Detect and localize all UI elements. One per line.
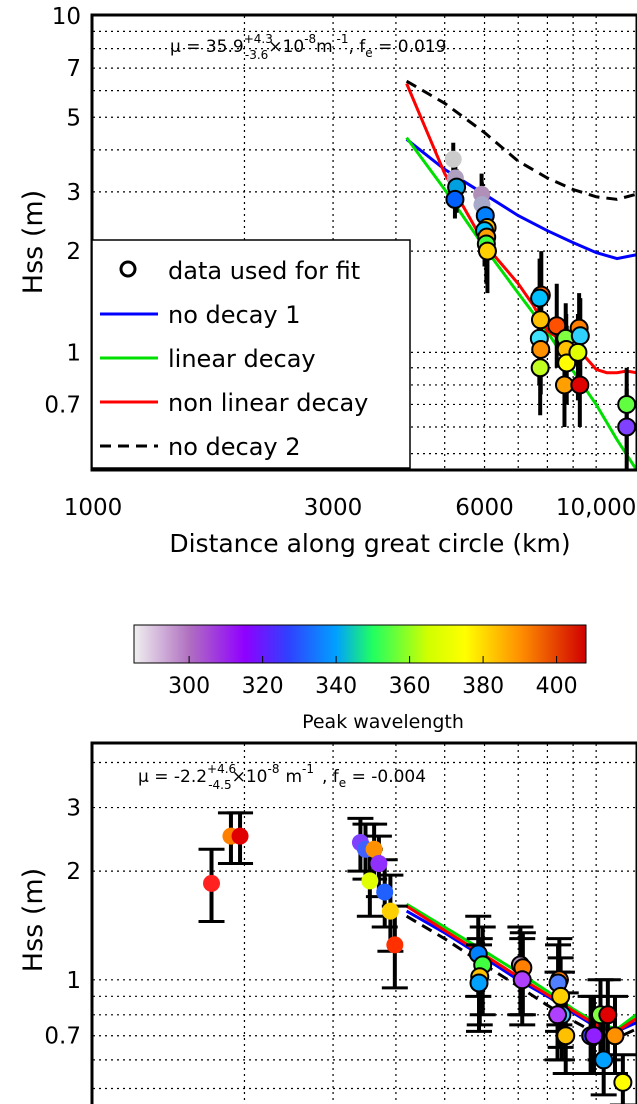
data-point xyxy=(569,344,586,361)
y-tick-label: 5 xyxy=(66,105,81,131)
data-point xyxy=(557,1027,574,1044)
y-tick-label: 10 xyxy=(52,4,81,30)
legend-entry: no decay 2 xyxy=(168,433,301,461)
y-tick-label: 0.7 xyxy=(44,1024,81,1050)
top-panel: 0.7 1 2 3 5 7 10 1000 3000 6000 10,000 μ = 35.9+4… xyxy=(18,4,637,558)
colorbar-title: Peak wavelength xyxy=(302,711,464,733)
data-point xyxy=(614,1074,631,1091)
data-point xyxy=(585,1027,602,1044)
x-tick-label: 1000 xyxy=(64,495,123,521)
top-y-axis-label: Hss (m) xyxy=(18,190,49,294)
legend-entry: linear decay xyxy=(168,345,316,373)
y-tick-label: 2 xyxy=(66,239,81,265)
data-point xyxy=(532,311,549,328)
colorbar-tick-label: 320 xyxy=(242,674,284,699)
y-tick-label: 7 xyxy=(66,56,81,82)
top-x-axis-label: Distance along great circle (km) xyxy=(169,529,570,558)
bottom-y-axis-label: Hss (m) xyxy=(18,868,49,972)
legend: data used for fit no decay 1 linear decay n… xyxy=(92,240,410,468)
colorbar-tick-label: 300 xyxy=(168,674,210,699)
top-x-tick-labels: 1000 3000 6000 10,000 xyxy=(64,495,637,521)
x-tick-label: 10,000 xyxy=(556,495,636,521)
data-point xyxy=(531,290,548,307)
data-point xyxy=(514,971,531,988)
y-tick-label: 1 xyxy=(66,968,81,994)
legend-entry: data used for fit xyxy=(168,257,360,285)
legend-entry: no decay 1 xyxy=(168,301,301,329)
data-point xyxy=(446,191,463,208)
bottom-plot-frame xyxy=(92,743,637,1104)
colorbar: 300 320 340 360 380 400 Peak wavelength xyxy=(134,625,586,733)
top-series-lines xyxy=(407,81,636,469)
data-point xyxy=(382,903,399,920)
data-point xyxy=(571,376,588,393)
data-point xyxy=(532,359,549,376)
data-point xyxy=(595,1051,612,1068)
data-point xyxy=(376,884,393,901)
data-point xyxy=(618,396,635,413)
data-point xyxy=(572,327,589,344)
y-tick-label: 1 xyxy=(66,340,81,366)
series-line xyxy=(407,138,636,469)
y-tick-label: 3 xyxy=(66,180,81,206)
bottom-y-tick-labels: 0.7 1 2 3 xyxy=(44,796,81,1050)
series-line xyxy=(407,84,636,373)
y-tick-label: 0.7 xyxy=(44,392,81,418)
series-line xyxy=(407,81,636,199)
data-point xyxy=(203,875,220,892)
data-point xyxy=(606,1027,623,1044)
colorbar-tick-label: 400 xyxy=(536,674,578,699)
top-mu-annotation: μ = 35.9+4.3 -3.6×10-8m -1, fe = 0.019 xyxy=(170,32,446,62)
data-point xyxy=(370,855,387,872)
x-tick-label: 6000 xyxy=(455,495,514,521)
colorbar-gradient xyxy=(134,625,586,663)
data-point xyxy=(479,243,496,260)
data-point xyxy=(361,872,378,889)
bottom-grid xyxy=(93,744,636,1104)
data-point xyxy=(599,1006,616,1023)
data-point xyxy=(618,418,635,435)
series-line xyxy=(407,139,636,258)
bottom-mu-annotation: μ = -2.2+4.6 -4.5×10-8 m-1, fe = -0.004 xyxy=(138,762,426,792)
top-y-tick-labels: 0.7 1 2 3 5 7 10 xyxy=(44,4,81,418)
data-point xyxy=(232,828,249,845)
data-point xyxy=(386,936,403,953)
data-point xyxy=(549,1006,566,1023)
data-point xyxy=(532,341,549,358)
colorbar-tick-label: 340 xyxy=(315,674,357,699)
data-point xyxy=(445,151,462,168)
colorbar-tick-label: 360 xyxy=(389,674,431,699)
bottom-panel: 0.7 1 2 3 μ = -2.2+4.6 -4.5×10-8 m-1, fe = -0… xyxy=(18,743,637,1104)
colorbar-tick-label: 380 xyxy=(462,674,504,699)
x-tick-label: 3000 xyxy=(304,495,363,521)
y-tick-label: 2 xyxy=(66,859,81,885)
legend-marker xyxy=(121,262,135,276)
legend-entry: non linear decay xyxy=(168,389,368,417)
data-point xyxy=(471,974,488,991)
data-point xyxy=(552,988,569,1005)
y-tick-label: 3 xyxy=(66,796,81,822)
